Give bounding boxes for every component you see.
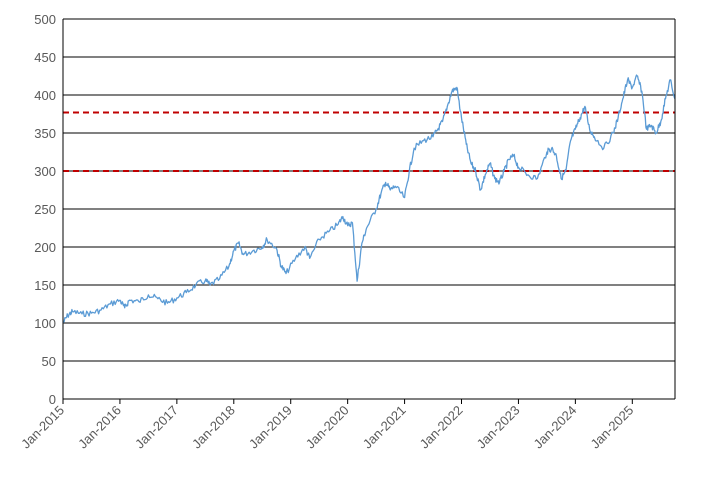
y-tick-label: 300 [34, 164, 56, 179]
y-tick-label: 0 [49, 392, 56, 407]
gridlines [63, 18, 675, 362]
y-tick-label: 50 [42, 354, 56, 369]
y-tick-label: 250 [34, 202, 56, 217]
series-line [62, 74, 676, 324]
x-tick-label: Jan-2024 [531, 403, 580, 452]
x-tick-label: Jan-2022 [417, 403, 466, 452]
y-tick-label: 150 [34, 278, 56, 293]
y-tick-label: 400 [34, 88, 56, 103]
x-tick-label: Jan-2017 [132, 403, 181, 452]
x-tick-label: Jan-2018 [189, 403, 238, 452]
y-axis-tick-labels: 0 50 100 150 200 250 300 350 400 450 500 [34, 12, 56, 407]
data-series [62, 74, 676, 324]
reference-lines [63, 111, 675, 172]
y-tick-label: 200 [34, 240, 56, 255]
x-tick-label: Jan-2023 [474, 403, 523, 452]
y-tick-label: 450 [34, 50, 56, 65]
x-axis-tick-labels: Jan-2015 Jan-2016 Jan-2017 Jan-2018 Jan-2019… [18, 403, 636, 452]
x-tick-label: Jan-2016 [75, 403, 124, 452]
y-tick-label: 500 [34, 12, 56, 27]
x-tick-label: Jan-2025 [587, 403, 636, 452]
x-tick-label: Jan-2015 [18, 403, 67, 452]
x-tick-label: Jan-2021 [360, 403, 409, 452]
x-tick-label: Jan-2020 [303, 403, 352, 452]
y-tick-label: 350 [34, 126, 56, 141]
x-tick-label: Jan-2019 [246, 403, 295, 452]
y-tick-label: 100 [34, 316, 56, 331]
axes [62, 19, 676, 404]
